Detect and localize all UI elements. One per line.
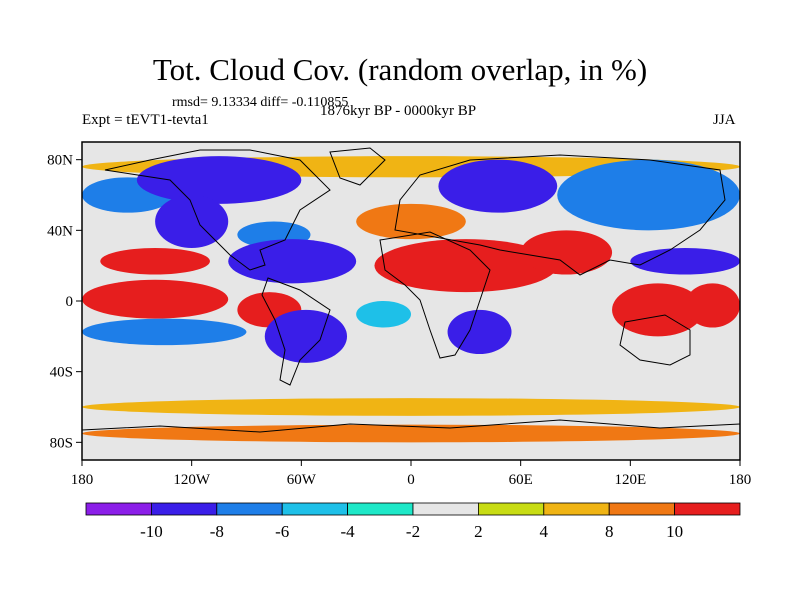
colorbar-swatch [543, 502, 610, 516]
anomaly-region [356, 301, 412, 328]
colorbar-label: 8 [605, 522, 614, 541]
colorbar-swatch [281, 502, 349, 516]
colorbar-swatch [477, 502, 545, 516]
x-tick-label: 120W [173, 472, 211, 488]
anomaly-region [82, 318, 247, 346]
anomaly-region [630, 248, 740, 275]
colorbar-label: -6 [275, 522, 289, 541]
x-tick-label: 60E [509, 472, 533, 488]
colorbar-label: 10 [666, 522, 683, 541]
anomaly-region [612, 283, 704, 337]
anomaly-region [264, 309, 348, 363]
y-tick-label: 80N [47, 153, 73, 169]
x-tick-label: 60W [287, 472, 317, 488]
anomaly-region [447, 309, 512, 354]
colorbar-swatch [85, 502, 152, 516]
antarctica-coast [82, 419, 740, 433]
greenland-coast [329, 147, 386, 186]
australia-coast [619, 314, 691, 366]
anomaly-region [557, 159, 740, 231]
colorbar-swatch [150, 502, 218, 516]
anomaly-region [438, 159, 558, 213]
colorbar-label: -4 [341, 522, 356, 541]
colorbar-label: -2 [406, 522, 420, 541]
anomaly-region [228, 239, 357, 284]
colorbar-swatch [412, 502, 479, 516]
x-tick-label: 0 [407, 472, 415, 488]
x-tick-label: 180 [71, 472, 94, 488]
colorbar: -10 -8 -6 -4 -2 2 4 8 10 [85, 502, 741, 541]
y-tick-label: 40N [47, 223, 73, 239]
y-tick-label: 40S [50, 365, 73, 381]
x-tick-label: 180 [729, 472, 752, 488]
experiment-label: Expt = tEVT1-tevta1 [82, 112, 209, 128]
colorbar-label: 2 [474, 522, 483, 541]
anomaly-region [356, 203, 466, 240]
anomaly-region [82, 424, 740, 443]
colorbar-swatch [347, 502, 414, 516]
anomaly-region [82, 279, 229, 319]
colorbar-swatch [674, 502, 741, 516]
x-tick-label: 120E [614, 472, 646, 488]
colorbar-label: 4 [540, 522, 549, 541]
anomaly-region [685, 283, 740, 328]
y-tick-label: 80S [50, 435, 73, 451]
north-america-coast [104, 149, 331, 271]
colorbar-swatch [216, 502, 283, 516]
south-america-coast [261, 277, 331, 386]
anomaly-region [100, 248, 210, 275]
africa-coast [379, 231, 491, 359]
y-tick-label: 0 [66, 294, 74, 310]
season-label: JJA [713, 112, 736, 128]
period-label: 1876kyr BP - 0000kyr BP [320, 103, 477, 119]
coastline-outlines [82, 147, 740, 433]
colorbar-swatch [608, 502, 676, 516]
colorbar-label: -8 [210, 522, 224, 541]
map-title: Tot. Cloud Cov. (random overlap, in %) [152, 52, 648, 87]
anomaly-region [520, 230, 613, 275]
anomaly-region [136, 156, 302, 204]
colorbar-label: -10 [140, 522, 163, 541]
map-field [82, 142, 740, 460]
eurasia-coast [394, 154, 726, 276]
anomaly-region [82, 398, 740, 416]
statistics-label: rmsd= 9.13334 diff= -0.110855 [172, 95, 349, 110]
map-axes: 180 120W 60W 0 60E 120E 180 80N 40N 0 40S 80S [47, 153, 751, 488]
